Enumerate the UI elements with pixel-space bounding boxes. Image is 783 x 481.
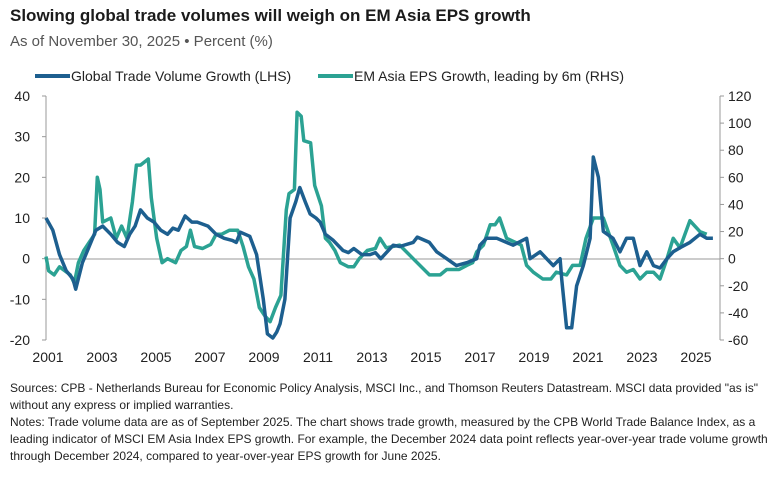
left-tick-label: 40 [14, 88, 30, 104]
x-tick-label: 2003 [86, 349, 117, 365]
footnotes: Sources: CPB - Netherlands Bureau for Ec… [10, 380, 775, 465]
chart-title: Slowing global trade volumes will weigh … [10, 6, 531, 25]
x-tick-label: 2017 [464, 349, 495, 365]
x-tick-label: 2007 [194, 349, 225, 365]
series-line-1 [44, 110, 708, 324]
right-tick-label: 0 [728, 251, 736, 267]
sources-note: Sources: CPB - Netherlands Bureau for Ec… [10, 381, 758, 412]
chart-subtitle: As of November 30, 2025 • Percent (%) [10, 33, 273, 50]
left-tick-label: -20 [10, 332, 30, 348]
legend-label-trade: Global Trade Volume Growth (LHS) [71, 68, 291, 84]
methodology-note: Notes: Trade volume data are as of Septe… [10, 415, 768, 463]
left-tick-label: 10 [14, 210, 30, 226]
left-tick-label: 0 [22, 251, 30, 267]
legend: Global Trade Volume Growth (LHS) EM Asia… [35, 68, 624, 84]
right-tick-label: 80 [728, 142, 744, 158]
right-tick-label: 120 [728, 88, 752, 104]
series-line-0 [44, 155, 713, 340]
left-tick-label: 30 [14, 129, 30, 145]
right-tick-label: 20 [728, 224, 744, 240]
left-tick-label: 20 [14, 169, 30, 185]
right-tick-label: -60 [728, 332, 748, 348]
x-tick-label: 2019 [518, 349, 549, 365]
left-tick-label: -10 [10, 291, 30, 307]
legend-label-eps: EM Asia EPS Growth, leading by 6m (RHS) [354, 68, 624, 84]
x-tick-label: 2005 [140, 349, 171, 365]
right-tick-label: 100 [728, 115, 752, 131]
right-tick-label: -40 [728, 305, 748, 321]
x-tick-label: 2025 [680, 349, 711, 365]
right-tick-label: 40 [728, 196, 744, 212]
x-tick-label: 2001 [32, 349, 63, 365]
x-tick-label: 2021 [572, 349, 603, 365]
right-tick-label: -20 [728, 278, 748, 294]
x-tick-label: 2009 [248, 349, 279, 365]
line-chart: Global Trade Volume Growth (LHS) EM Asia… [10, 68, 752, 365]
right-tick-label: 60 [728, 169, 744, 185]
x-tick-label: 2011 [303, 349, 333, 365]
x-tick-label: 2023 [626, 349, 657, 365]
x-tick-label: 2015 [410, 349, 441, 365]
x-tick-label: 2013 [356, 349, 387, 365]
